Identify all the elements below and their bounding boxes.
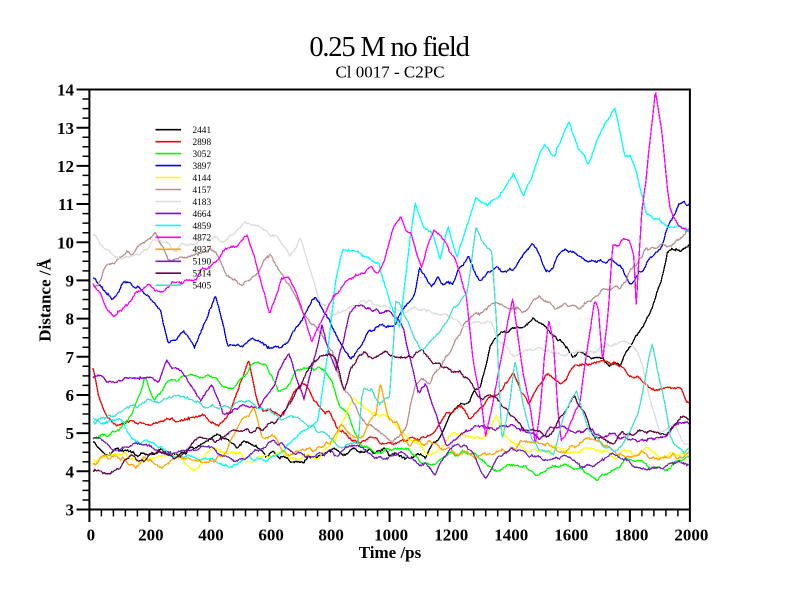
svg-text:4937: 4937	[193, 246, 212, 256]
svg-text:200: 200	[138, 526, 164, 545]
svg-text:4183: 4183	[193, 198, 212, 208]
svg-text:1000: 1000	[374, 526, 408, 545]
svg-text:0: 0	[87, 526, 96, 545]
svg-text:14: 14	[57, 81, 75, 100]
svg-text:2898: 2898	[193, 138, 212, 148]
svg-text:400: 400	[198, 526, 224, 545]
svg-text:Time /ps: Time /ps	[359, 543, 422, 562]
svg-text:6: 6	[66, 386, 75, 405]
svg-text:3897: 3897	[193, 162, 212, 172]
svg-text:13: 13	[57, 119, 74, 138]
svg-text:5190: 5190	[193, 258, 212, 268]
svg-text:600: 600	[258, 526, 284, 545]
svg-text:4157: 4157	[193, 186, 212, 196]
svg-text:5: 5	[66, 424, 75, 443]
svg-text:12: 12	[57, 157, 74, 176]
svg-text:11: 11	[58, 195, 74, 214]
svg-text:4: 4	[66, 462, 75, 481]
svg-text:8: 8	[66, 310, 75, 329]
svg-text:2441: 2441	[193, 126, 212, 136]
svg-text:4872: 4872	[193, 234, 212, 244]
svg-text:1800: 1800	[614, 526, 648, 545]
svg-text:Distance /Å: Distance /Å	[36, 257, 55, 341]
svg-text:4859: 4859	[193, 222, 212, 232]
svg-text:10: 10	[57, 233, 74, 252]
svg-text:0.25 M no field: 0.25 M no field	[309, 32, 469, 63]
svg-text:3052: 3052	[193, 150, 212, 160]
svg-text:3: 3	[66, 501, 75, 520]
svg-text:2000: 2000	[674, 526, 708, 545]
svg-text:800: 800	[318, 526, 344, 545]
svg-text:7: 7	[66, 348, 75, 367]
svg-text:5314: 5314	[193, 270, 212, 280]
svg-text:4144: 4144	[193, 174, 212, 184]
svg-text:1400: 1400	[494, 526, 528, 545]
svg-text:1600: 1600	[554, 526, 588, 545]
svg-text:9: 9	[66, 272, 75, 291]
svg-text:4664: 4664	[193, 210, 212, 220]
svg-text:1200: 1200	[434, 526, 468, 545]
svg-text:5405: 5405	[193, 282, 212, 292]
svg-text:Cl 0017 - C2PC: Cl 0017 - C2PC	[335, 63, 444, 82]
